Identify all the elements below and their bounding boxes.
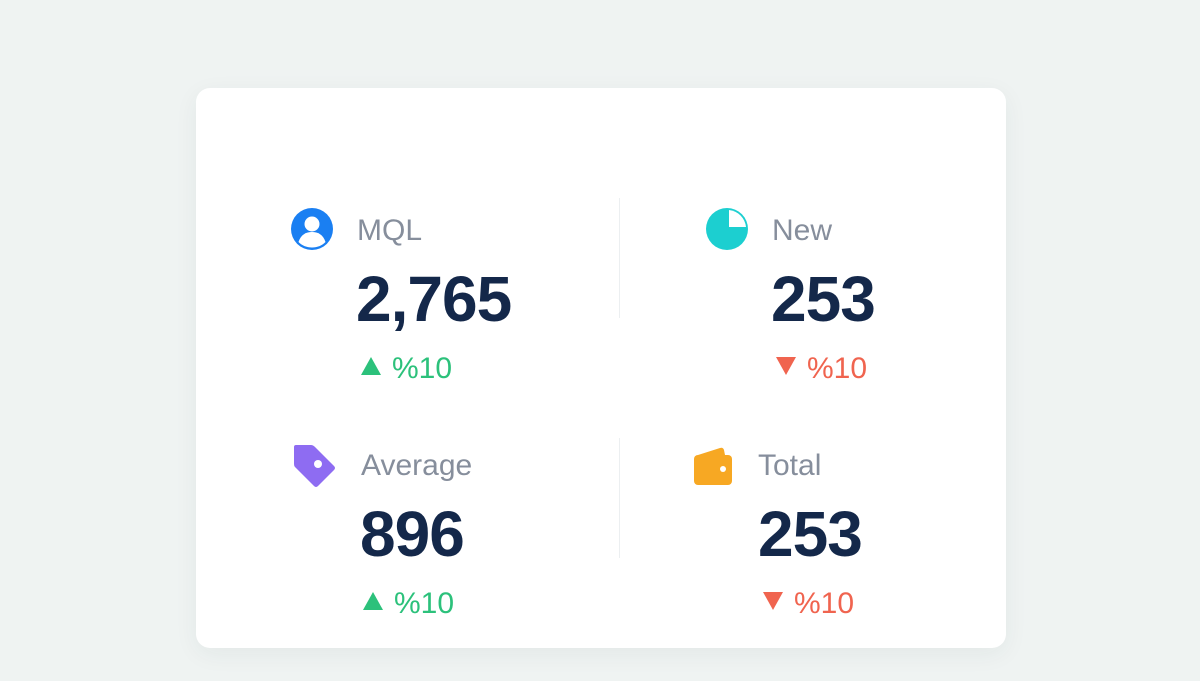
trend-up-icon (361, 357, 381, 375)
stat-value: 253 (758, 498, 863, 570)
trend-down-icon (763, 592, 783, 610)
stat-average: Average 896 %10 (289, 441, 609, 681)
stat-value: 253 (771, 263, 876, 335)
pie-chart-icon (706, 208, 748, 250)
stat-change-value: %10 (394, 587, 455, 620)
column-divider-bottom (619, 438, 620, 558)
stat-total: Total 253 %10 (692, 441, 1012, 681)
trend-up-icon (363, 592, 383, 610)
stat-label: Total (758, 449, 822, 482)
stat-mql: MQL 2,765 %10 (289, 206, 609, 446)
trend-down-icon (776, 357, 796, 375)
column-divider-top (619, 198, 620, 318)
stat-change: %10 (762, 587, 854, 621)
user-circle-icon (291, 208, 333, 250)
stat-change-value: %10 (794, 587, 855, 620)
stat-label: New (772, 214, 833, 247)
stat-change-value: %10 (392, 352, 453, 385)
stat-value: 896 (360, 498, 465, 570)
stat-label: MQL (357, 214, 423, 247)
stats-card: MQL 2,765 %10 New 253 %10 Average 896 %1… (196, 88, 1006, 648)
stat-value: 2,765 (356, 263, 512, 335)
price-tag-icon (294, 445, 335, 487)
stat-change: %10 (360, 352, 452, 386)
stat-change-value: %10 (807, 352, 868, 385)
stat-change: %10 (775, 352, 867, 386)
stat-change: %10 (362, 587, 454, 621)
wallet-icon (694, 447, 732, 485)
stat-label: Average (361, 449, 473, 482)
stat-new: New 253 %10 (704, 206, 1024, 446)
